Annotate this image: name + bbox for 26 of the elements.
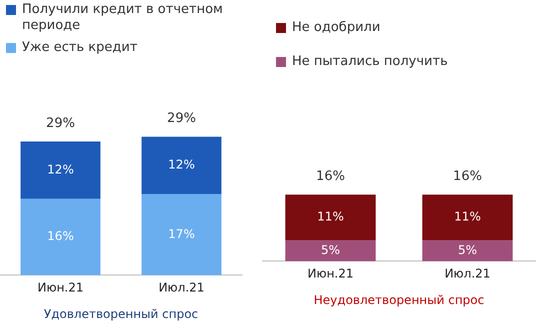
x-tick-label: Июн.21 bbox=[307, 266, 354, 281]
total-label: 16% bbox=[316, 169, 345, 184]
bar bbox=[142, 194, 222, 276]
data-label: 12% bbox=[168, 158, 195, 172]
total-label: 29% bbox=[46, 116, 75, 131]
data-label: 11% bbox=[454, 210, 481, 224]
x-axis-title: Неудовлетворенный спрос bbox=[314, 292, 484, 307]
total-label: 29% bbox=[167, 111, 196, 126]
legend-label: Уже есть кредит bbox=[22, 40, 138, 56]
bar bbox=[142, 136, 222, 194]
x-axis-title: Удовлетворенный спрос bbox=[44, 306, 198, 321]
x-tick-label: Июл.21 bbox=[158, 280, 204, 295]
x-tick-label: Июн.21 bbox=[37, 280, 84, 295]
data-label: 5% bbox=[458, 242, 478, 257]
x-tick-label: Июл.21 bbox=[444, 266, 490, 281]
data-label: 5% bbox=[320, 242, 340, 257]
data-label: 12% bbox=[47, 162, 74, 176]
data-label: 11% bbox=[317, 210, 344, 224]
legend-label: Не пытались получить bbox=[292, 54, 448, 70]
bar bbox=[20, 198, 100, 276]
bar bbox=[20, 142, 100, 199]
data-label: 17% bbox=[168, 226, 195, 241]
data-label: 16% bbox=[47, 229, 74, 244]
legend-label: Не одобрили bbox=[292, 20, 380, 36]
total-label: 16% bbox=[453, 169, 482, 184]
legend-label: Получили кредит в отчетном периоде bbox=[22, 2, 224, 34]
